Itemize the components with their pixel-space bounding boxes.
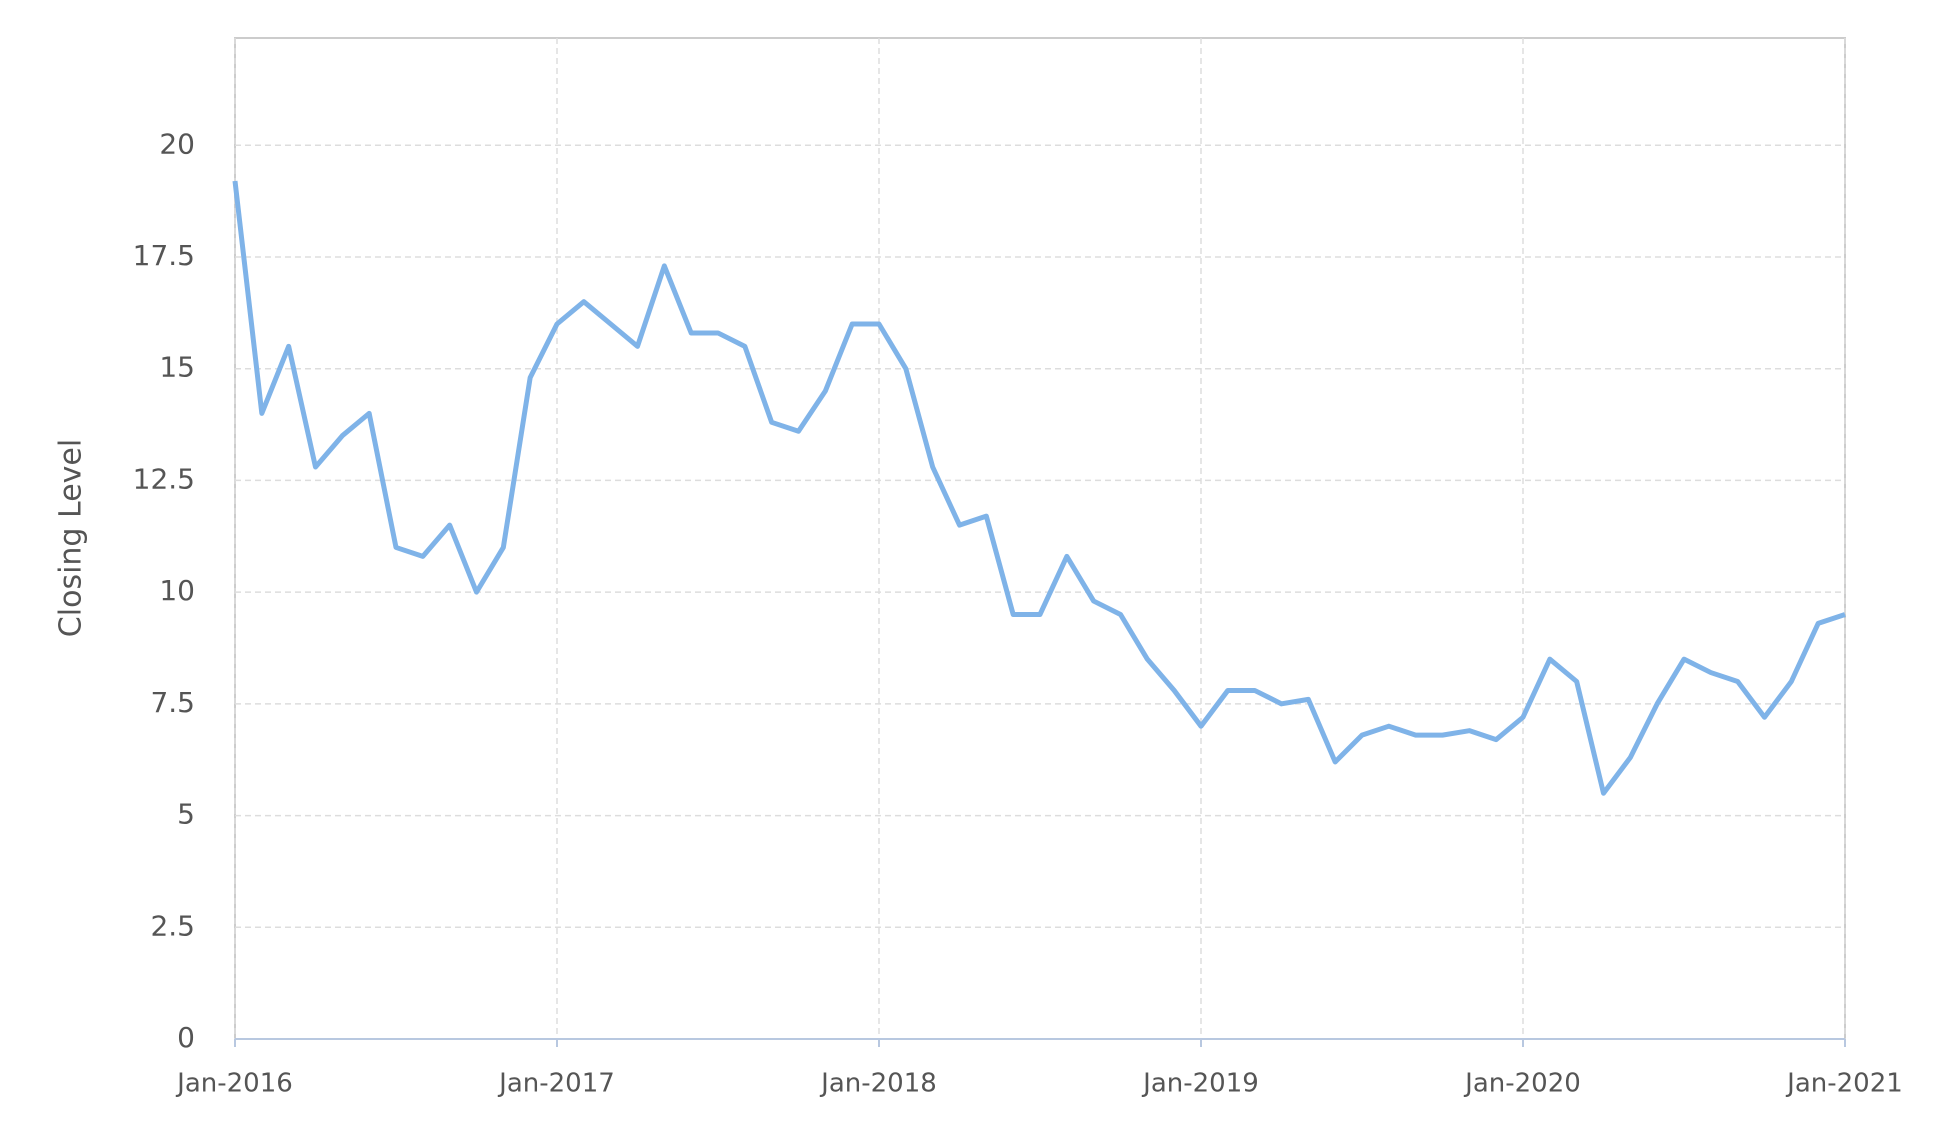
y-axis-label: Closing Level: [54, 439, 89, 637]
plot-frame: [234, 37, 1846, 1040]
x-tick-label: Jan-2019: [1141, 1069, 1259, 1099]
x-tick-label: Jan-2020: [1463, 1069, 1581, 1099]
y-tick-label: 5: [177, 798, 195, 831]
y-tick-label: 20: [159, 127, 195, 160]
y-tick-label: 15: [159, 351, 195, 384]
y-tick-label: 10: [159, 574, 195, 607]
x-tick-label: Jan-2018: [819, 1069, 937, 1099]
y-tick-label: 7.5: [150, 686, 195, 719]
y-tick-label: 2.5: [150, 909, 195, 942]
x-tick-label: Jan-2016: [175, 1069, 293, 1099]
y-tick-label: 17.5: [133, 239, 195, 272]
y-tick-label: 12.5: [133, 462, 195, 495]
line-series: [232, 180, 1846, 796]
x-tick-label: Jan-2017: [497, 1069, 615, 1099]
x-tick-label: Jan-2021: [1785, 1069, 1903, 1099]
y-tick-label: 0: [177, 1021, 195, 1054]
